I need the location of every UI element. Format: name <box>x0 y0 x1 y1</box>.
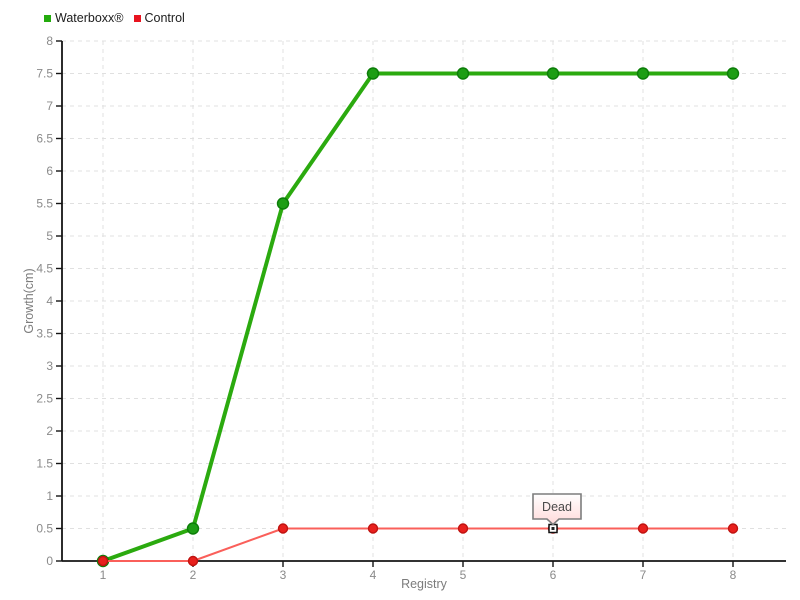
y-tick-label: 4 <box>46 294 53 308</box>
tooltip-dead-label: Dead <box>542 500 572 514</box>
y-tick-label: 7.5 <box>36 67 53 81</box>
annotation-layer: Dead <box>532 493 582 526</box>
data-point-control-1[interactable] <box>97 555 109 567</box>
y-tick-label: 5.5 <box>36 197 53 211</box>
data-point-waterboxx-4[interactable] <box>366 67 380 80</box>
y-tick-label: 6.5 <box>36 132 53 146</box>
data-point-waterboxx-5[interactable] <box>456 67 470 80</box>
data-point-waterboxx-3[interactable] <box>276 197 290 210</box>
y-tick-label: 0 <box>46 554 53 568</box>
y-tick-label: 2 <box>46 424 53 438</box>
legend-item-waterboxx[interactable]: Waterboxx® <box>44 11 124 25</box>
y-axis-title: Growth(cm) <box>22 268 36 333</box>
x-tick-label: 3 <box>280 568 287 582</box>
x-axis-title: Registry <box>401 577 448 591</box>
legend-label-waterboxx: Waterboxx® <box>55 11 124 25</box>
legend-swatch-control <box>133 14 141 22</box>
grid-layer <box>62 40 786 561</box>
axes-layer: 0 0.5 1 1.5 2 2.5 3 3.5 4 4.5 5 5.5 6 6.5 7 7.5 8 1 2 3 4 5 6 7… <box>36 34 786 582</box>
y-tick-label: 4.5 <box>36 262 53 276</box>
series-line-control <box>103 527 733 562</box>
x-tick-label: 2 <box>190 568 197 582</box>
y-tick-label: 1.5 <box>36 457 53 471</box>
data-point-control-4[interactable] <box>367 523 379 534</box>
data-point-control-3[interactable] <box>277 523 289 534</box>
y-tick-label: 3.5 <box>36 327 53 341</box>
data-point-control-2[interactable] <box>187 555 199 567</box>
y-tick-label: 8 <box>46 34 53 48</box>
y-tick-label: 6 <box>46 164 53 178</box>
data-point-waterboxx-7[interactable] <box>636 67 650 80</box>
data-point-control-7[interactable] <box>637 523 649 534</box>
data-point-control-8[interactable] <box>727 523 739 534</box>
y-tick-label: 0.5 <box>36 522 53 536</box>
legend: Waterboxx® Control <box>44 11 185 25</box>
x-tick-label: 1 <box>100 568 107 582</box>
y-tick-label: 2.5 <box>36 392 53 406</box>
x-tick-label: 7 <box>640 568 647 582</box>
series-line-waterboxx <box>102 71 733 563</box>
series-layer <box>96 67 740 568</box>
y-tick-label: 5 <box>46 229 53 243</box>
y-tick-label: 1 <box>46 489 53 503</box>
x-tick-label: 4 <box>370 568 377 582</box>
data-point-waterboxx-2[interactable] <box>186 522 200 535</box>
y-tick-label: 3 <box>46 359 53 373</box>
x-tick-label: 8 <box>730 568 737 582</box>
data-point-control-5[interactable] <box>457 523 469 534</box>
y-tick-label: 7 <box>46 99 53 113</box>
legend-swatch-waterboxx <box>44 14 51 22</box>
x-tick-label: 5 <box>460 568 467 582</box>
tooltip-dead <box>532 493 582 526</box>
x-tick-label: 6 <box>550 568 557 582</box>
data-point-waterboxx-8[interactable] <box>726 67 740 80</box>
legend-label-control: Control <box>144 11 185 25</box>
data-point-waterboxx-6[interactable] <box>546 67 560 80</box>
dead-marker-center <box>551 527 555 530</box>
legend-item-control[interactable]: Control <box>133 11 185 25</box>
